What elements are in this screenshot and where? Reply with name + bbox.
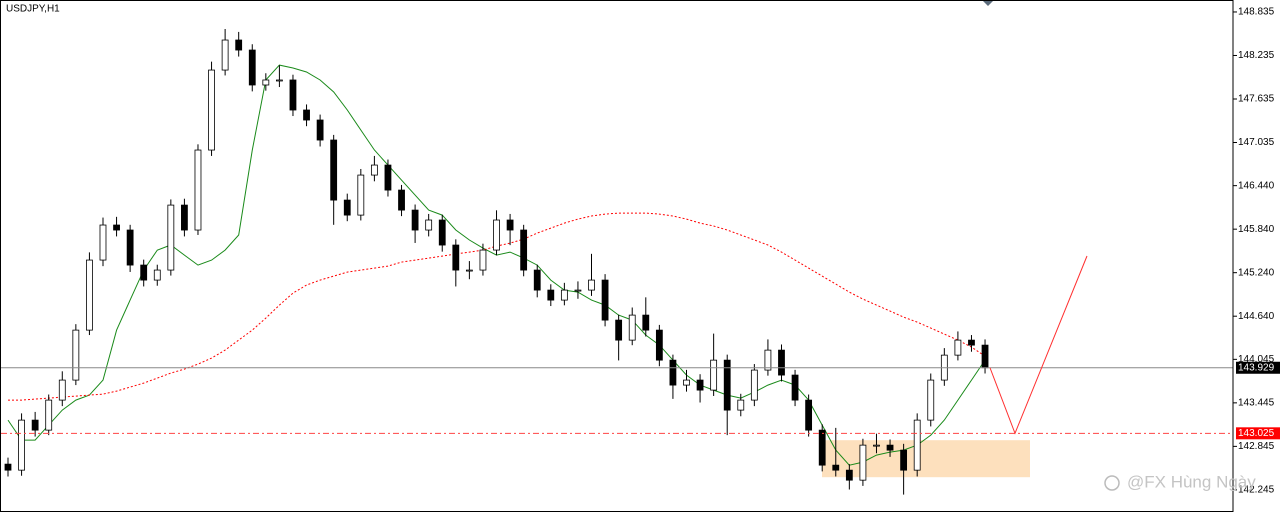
- candle-body: [357, 174, 365, 216]
- candle-body: [45, 399, 53, 431]
- candle-body: [493, 219, 500, 251]
- candle-body: [615, 319, 623, 341]
- y-tick-label: 146.440: [1238, 180, 1275, 191]
- candle-body: [750, 369, 758, 401]
- candle-body: [343, 199, 351, 216]
- candle-body: [873, 444, 880, 447]
- candle-body: [655, 329, 663, 361]
- price-label-box: [1236, 361, 1280, 374]
- candle-body: [601, 279, 609, 321]
- candle-body: [31, 419, 39, 431]
- candle-body: [588, 279, 595, 291]
- candle-body: [805, 399, 813, 431]
- y-tick-label: 144.045: [1238, 354, 1275, 365]
- candle-body: [683, 379, 690, 386]
- candle-body: [262, 79, 270, 86]
- candle-body: [221, 39, 229, 71]
- candle-body: [58, 379, 66, 401]
- candle-body: [723, 359, 731, 411]
- candle-body: [560, 289, 568, 301]
- candle-body: [628, 314, 636, 341]
- candle-body: [710, 359, 718, 391]
- candle-body: [99, 224, 107, 261]
- candle-body: [506, 219, 514, 231]
- candle-body: [547, 289, 555, 301]
- candle-body: [384, 164, 392, 191]
- candle-body: [574, 289, 582, 292]
- candle-body: [465, 269, 473, 272]
- candle-body: [479, 249, 487, 271]
- shift-marker: [982, 0, 994, 6]
- candle-body: [194, 149, 202, 231]
- y-tick-label: 142.245: [1238, 485, 1275, 496]
- candle-body: [370, 164, 378, 176]
- candle-body: [289, 79, 297, 111]
- candle-body: [167, 204, 175, 271]
- candle-body: [4, 463, 12, 471]
- candle-body: [913, 419, 921, 471]
- y-tick-label: 145.840: [1238, 224, 1275, 235]
- candle-body: [316, 119, 324, 141]
- candle-body: [86, 259, 93, 331]
- candle-body: [126, 229, 134, 266]
- candle-body: [425, 219, 433, 231]
- candle-body: [832, 464, 840, 471]
- candle-body: [113, 224, 120, 231]
- candle-body: [845, 469, 853, 481]
- y-tick-label: 142.845: [1238, 441, 1275, 452]
- candle-body: [533, 269, 541, 291]
- candle-body: [208, 69, 215, 151]
- y-tick-label: 148.835: [1238, 7, 1275, 18]
- candle-body: [153, 269, 161, 281]
- watermark-icon: [1104, 475, 1120, 491]
- y-tick-label: 145.240: [1238, 267, 1275, 278]
- projection-path: [989, 255, 1088, 435]
- candle-body: [642, 314, 650, 331]
- candle-body: [248, 49, 256, 86]
- candle-body: [669, 359, 677, 386]
- candle-body: [859, 444, 867, 481]
- candle-body: [791, 374, 799, 401]
- candle-body: [398, 189, 405, 211]
- candle-body: [737, 399, 745, 411]
- candle-body: [18, 419, 25, 471]
- price-label-box: [1236, 427, 1280, 440]
- candle-body: [235, 39, 243, 51]
- y-tick-label: 148.235: [1238, 50, 1275, 61]
- y-tick-label: 143.445: [1238, 397, 1275, 408]
- price-label: 143.929: [1238, 362, 1275, 373]
- candle-body: [330, 139, 338, 201]
- y-tick-label: 147.635: [1238, 94, 1275, 105]
- candle-body: [778, 349, 785, 376]
- candle-body: [981, 344, 989, 369]
- candle-body: [900, 449, 908, 471]
- candle-body: [411, 209, 419, 231]
- candle-body: [72, 329, 80, 381]
- candle-body: [968, 339, 975, 346]
- candle-body: [181, 204, 188, 231]
- candle-body: [886, 444, 894, 451]
- candle-body: [438, 219, 446, 246]
- candle-body: [452, 244, 460, 271]
- candle-body: [927, 379, 935, 421]
- candle-body: [696, 379, 704, 391]
- chart-title: USDJPY,H1: [6, 4, 60, 15]
- candle-body: [764, 349, 772, 371]
- candle-body: [520, 229, 528, 271]
- watermark: @FX Hùng Ngày: [1127, 472, 1256, 491]
- y-tick-label: 147.035: [1238, 137, 1275, 148]
- candle-body: [818, 429, 826, 466]
- candle-body: [303, 109, 310, 121]
- candle-body: [954, 339, 962, 356]
- candle-body: [140, 264, 148, 281]
- candle-body: [275, 79, 283, 82]
- price-label: 143.025: [1238, 428, 1275, 439]
- y-tick-label: 144.640: [1238, 311, 1275, 322]
- zone: [822, 440, 1030, 478]
